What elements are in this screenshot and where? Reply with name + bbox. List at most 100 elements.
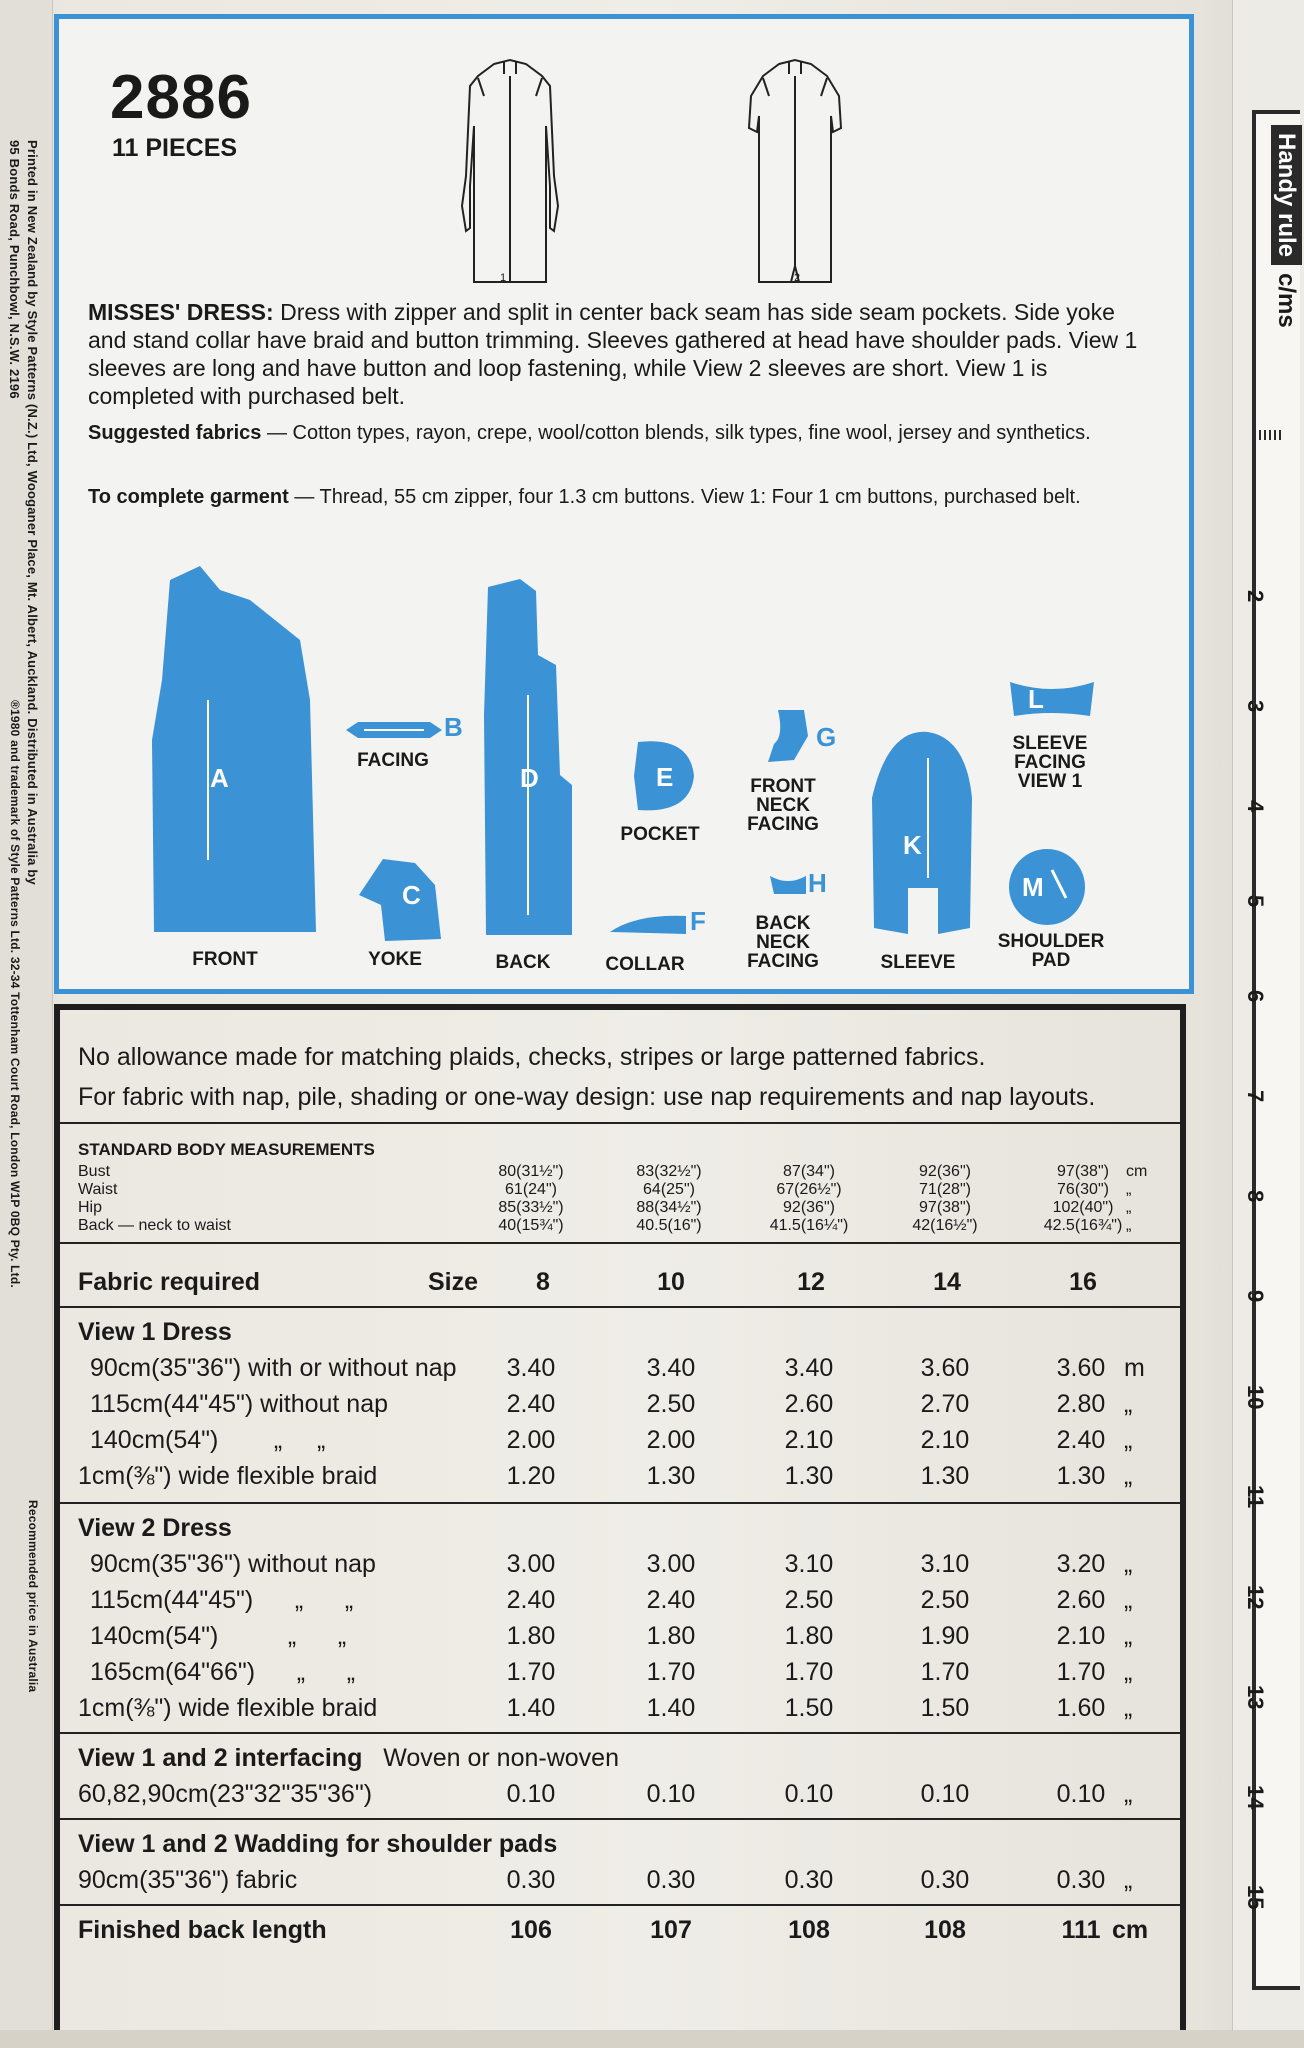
measure-value: 80(31½") bbox=[498, 1163, 564, 1180]
view1-row-label: 90cm(35"36") with or without nap bbox=[90, 1354, 457, 1382]
piece-c-label: YOKE bbox=[368, 949, 422, 970]
trademark-text: ®1980 and trademark of Style Patterns Lt… bbox=[8, 700, 22, 1288]
view2-row-label: 90cm(35"36") without nap bbox=[90, 1550, 376, 1578]
rule-number: 13 bbox=[1243, 1685, 1268, 1710]
view2-value: 1.40 bbox=[506, 1694, 556, 1722]
view2-value: 1.80 bbox=[506, 1622, 556, 1650]
view1-value: 1.30 bbox=[920, 1462, 970, 1490]
measure-label-bust: Bust bbox=[78, 1163, 111, 1180]
view2-value: 1.70 bbox=[646, 1658, 696, 1686]
view2-dress-drawing bbox=[747, 58, 843, 283]
view1-unit: m bbox=[1124, 1354, 1145, 1382]
interfacing-unit: „ bbox=[1124, 1780, 1133, 1808]
piece-g-front-neck-facing bbox=[768, 710, 808, 762]
measure-value: 76(30") bbox=[1057, 1181, 1109, 1198]
size-12: 12 bbox=[797, 1268, 825, 1296]
measure-value: 88(34½") bbox=[636, 1199, 702, 1216]
wadding-value: 0.30 bbox=[784, 1866, 834, 1894]
view1-row-label: 1cm(⅜") wide flexible braid bbox=[78, 1462, 378, 1490]
finished-length-value: 108 bbox=[924, 1916, 966, 1944]
fabric-required-label: Fabric required bbox=[78, 1268, 260, 1296]
handy-rule bbox=[1252, 110, 1300, 1990]
rule-title: Handy rule bbox=[1271, 125, 1302, 266]
rule-number: 7 bbox=[1243, 1090, 1268, 1103]
suggested-fabrics: Suggested fabrics — Cotton types, rayon,… bbox=[88, 420, 1158, 446]
finished-length-label: Finished back length bbox=[78, 1916, 327, 1944]
view1-unit: „ bbox=[1124, 1426, 1133, 1454]
wadding-title: View 1 and 2 Wadding for shoulder pads bbox=[78, 1830, 558, 1858]
view1-value: 1.30 bbox=[784, 1462, 834, 1490]
rule-number: 12 bbox=[1243, 1585, 1268, 1610]
measure-value: 85(33½") bbox=[498, 1199, 564, 1216]
piece-g-label: FRONT NECK FACING bbox=[747, 776, 819, 835]
measure-value: 92(36") bbox=[783, 1199, 835, 1216]
printer-address-text: 95 Bonds Road, Punchbowl, N.S.W. 2196 bbox=[7, 140, 22, 399]
piece-f-letter: F bbox=[690, 906, 706, 936]
view2-unit: „ bbox=[1124, 1550, 1133, 1578]
view1-value: 1.30 bbox=[646, 1462, 696, 1490]
size-8: 8 bbox=[536, 1268, 550, 1296]
wadding-unit: „ bbox=[1124, 1866, 1133, 1894]
notions-label: To complete garment bbox=[88, 486, 289, 508]
view2-value: 3.00 bbox=[646, 1550, 696, 1578]
piece-k-sleeve bbox=[872, 731, 972, 934]
piece-a-front bbox=[152, 566, 316, 932]
interfacing-row-label: 60,82,90cm(23"32"35"36") bbox=[78, 1780, 373, 1808]
finished-length-unit: cm bbox=[1112, 1916, 1149, 1944]
measure-value: 40(15¾") bbox=[498, 1217, 564, 1234]
view2-value: 2.60 bbox=[1056, 1586, 1106, 1614]
nap-note-1: No allowance made for matching plaids, c… bbox=[78, 1043, 986, 1071]
measure-value: 92(36") bbox=[919, 1163, 971, 1180]
measure-label-back: Back — neck to waist bbox=[78, 1217, 231, 1234]
view1-value: 2.00 bbox=[646, 1426, 696, 1454]
view1-value: 3.60 bbox=[1056, 1354, 1106, 1382]
view1-value: 2.60 bbox=[784, 1390, 834, 1418]
piece-e-pocket bbox=[634, 741, 694, 811]
piece-b-facing bbox=[346, 722, 442, 738]
interfacing-value: 0.10 bbox=[784, 1780, 834, 1808]
view1-value: 2.10 bbox=[784, 1426, 834, 1454]
interfacing-value: 0.10 bbox=[1056, 1780, 1106, 1808]
price-text: Recommended price in Australia bbox=[26, 1500, 40, 1693]
view2-value: 3.00 bbox=[506, 1550, 556, 1578]
divider bbox=[60, 1122, 1180, 1124]
rule-ticks bbox=[1254, 430, 1284, 440]
rule-number: 3 bbox=[1243, 700, 1268, 713]
piece-c-yoke bbox=[359, 859, 441, 941]
piece-a-label: FRONT bbox=[192, 949, 258, 970]
finished-length-value: 106 bbox=[510, 1916, 552, 1944]
view2-row-label: 165cm(64"66") „ „ bbox=[90, 1658, 356, 1686]
measure-label-waist: Waist bbox=[78, 1181, 118, 1198]
wadding-row-label: 90cm(35"36") fabric bbox=[78, 1866, 298, 1894]
view2-value: 1.90 bbox=[920, 1622, 970, 1650]
piece-m-label: SHOULDER PAD bbox=[997, 931, 1105, 971]
finished-length-value: 108 bbox=[788, 1916, 830, 1944]
divider bbox=[60, 1306, 1180, 1308]
piece-a-letter: A bbox=[210, 763, 229, 793]
piece-g-letter: G bbox=[816, 722, 837, 752]
measure-value: 87(34") bbox=[783, 1163, 835, 1180]
view1-row-label: 115cm(44"45") without nap bbox=[90, 1390, 389, 1418]
piece-d-letter: D bbox=[520, 763, 539, 793]
rule-number: 6 bbox=[1243, 990, 1268, 1003]
view1-value: 1.30 bbox=[1056, 1462, 1106, 1490]
measure-value: 61(24") bbox=[505, 1181, 557, 1198]
measure-value: 97(38") bbox=[1057, 1163, 1109, 1180]
interfacing-subtitle: Woven or non-woven bbox=[383, 1744, 619, 1772]
measure-unit: „ bbox=[1126, 1181, 1132, 1198]
interfacing-title: View 1 and 2 interfacing bbox=[78, 1744, 363, 1772]
piece-b-label: FACING bbox=[357, 750, 429, 771]
view2-value: 1.50 bbox=[784, 1694, 834, 1722]
suggested-fabrics-label: Suggested fabrics bbox=[88, 422, 262, 444]
measure-value: 42(16½") bbox=[912, 1217, 978, 1234]
piece-c-letter: C bbox=[402, 880, 421, 910]
size-16: 16 bbox=[1069, 1268, 1097, 1296]
view1-value: 2.80 bbox=[1056, 1390, 1106, 1418]
divider bbox=[60, 1502, 1180, 1504]
measure-value: 71(28") bbox=[919, 1181, 971, 1198]
piece-k-letter: K bbox=[903, 830, 922, 860]
view2-value: 1.50 bbox=[920, 1694, 970, 1722]
pieces-count: 11 PIECES bbox=[112, 134, 238, 162]
rule-number: 2 bbox=[1243, 590, 1268, 603]
view1-number: 1 bbox=[500, 272, 507, 284]
